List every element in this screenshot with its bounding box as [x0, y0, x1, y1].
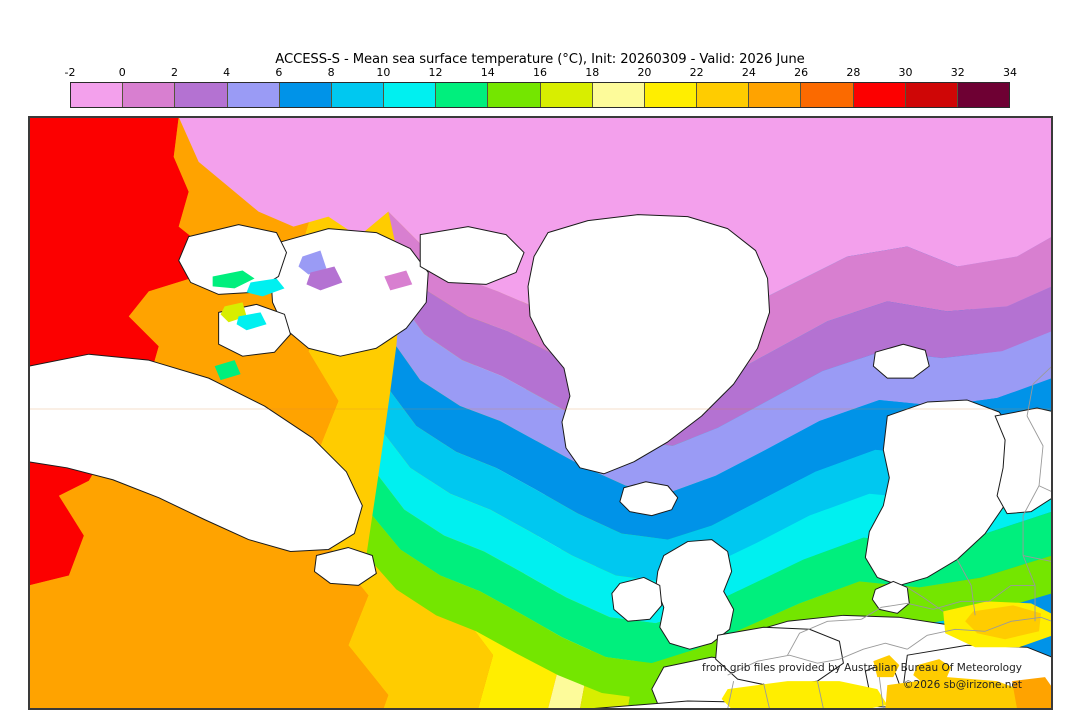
colorbar-band [227, 83, 280, 107]
colorbar-tick: 32 [950, 66, 965, 79]
colorbar-tick: 14 [480, 66, 495, 79]
colorbar-tick: 12 [428, 66, 443, 79]
colorbar-tick: 6 [275, 66, 283, 79]
data-source-credit: from grib files provided by Australian B… [702, 662, 1022, 674]
colorbar-band [801, 83, 854, 107]
colorbar-band [175, 83, 228, 107]
colorbar-tick: 22 [689, 66, 704, 79]
colorbar-tick: 18 [585, 66, 600, 79]
colorbar-tick: 24 [741, 66, 756, 79]
colorbar-legend: -2 0 2 4 6 8 10 12 14 16 18 20 22 24 26 28 30 32 34 [65, 66, 1017, 108]
colorbar-band [331, 83, 385, 107]
colorbar-tick: 2 [170, 66, 178, 79]
colorbar-band [749, 83, 802, 107]
colorbar-band [592, 83, 645, 107]
copyright-credit: ©2026 sb@irizone.net [903, 679, 1022, 691]
colorbar-tick-labels: -2 0 2 4 6 8 10 12 14 16 18 20 22 24 26 28 30 32 34 [65, 66, 1017, 82]
map-panel[interactable]: from grib files provided by Australian B… [28, 116, 1053, 710]
sst-contour-map [29, 117, 1052, 709]
colorbar-tick: -2 [64, 66, 76, 79]
colorbar-tick: 8 [327, 66, 335, 79]
colorbar-band [384, 83, 437, 107]
colorbar-tick: 10 [376, 66, 391, 79]
colorbar-band [436, 83, 489, 107]
page-title: ACCESS-S - Mean sea surface temperature … [275, 52, 805, 67]
colorbar-tick: 30 [898, 66, 913, 79]
colorbar-band [853, 83, 906, 107]
colorbar-tick: 16 [533, 66, 547, 79]
colorbar-band [123, 83, 176, 107]
colorbar-tick: 34 [1003, 66, 1017, 79]
colorbar-swatches [70, 82, 1010, 108]
colorbar-tick: 28 [846, 66, 861, 79]
colorbar-band [540, 83, 593, 107]
colorbar-band [697, 83, 750, 107]
colorbar-tick: 0 [118, 66, 126, 79]
colorbar-band [279, 83, 332, 107]
colorbar-tick: 26 [794, 66, 809, 79]
colorbar-band [71, 83, 124, 107]
colorbar-tick: 20 [637, 66, 652, 79]
colorbar-band [644, 83, 698, 107]
colorbar-tick: 4 [223, 66, 231, 79]
colorbar-band [488, 83, 541, 107]
colorbar-band [905, 83, 958, 107]
colorbar-band [957, 83, 1010, 107]
